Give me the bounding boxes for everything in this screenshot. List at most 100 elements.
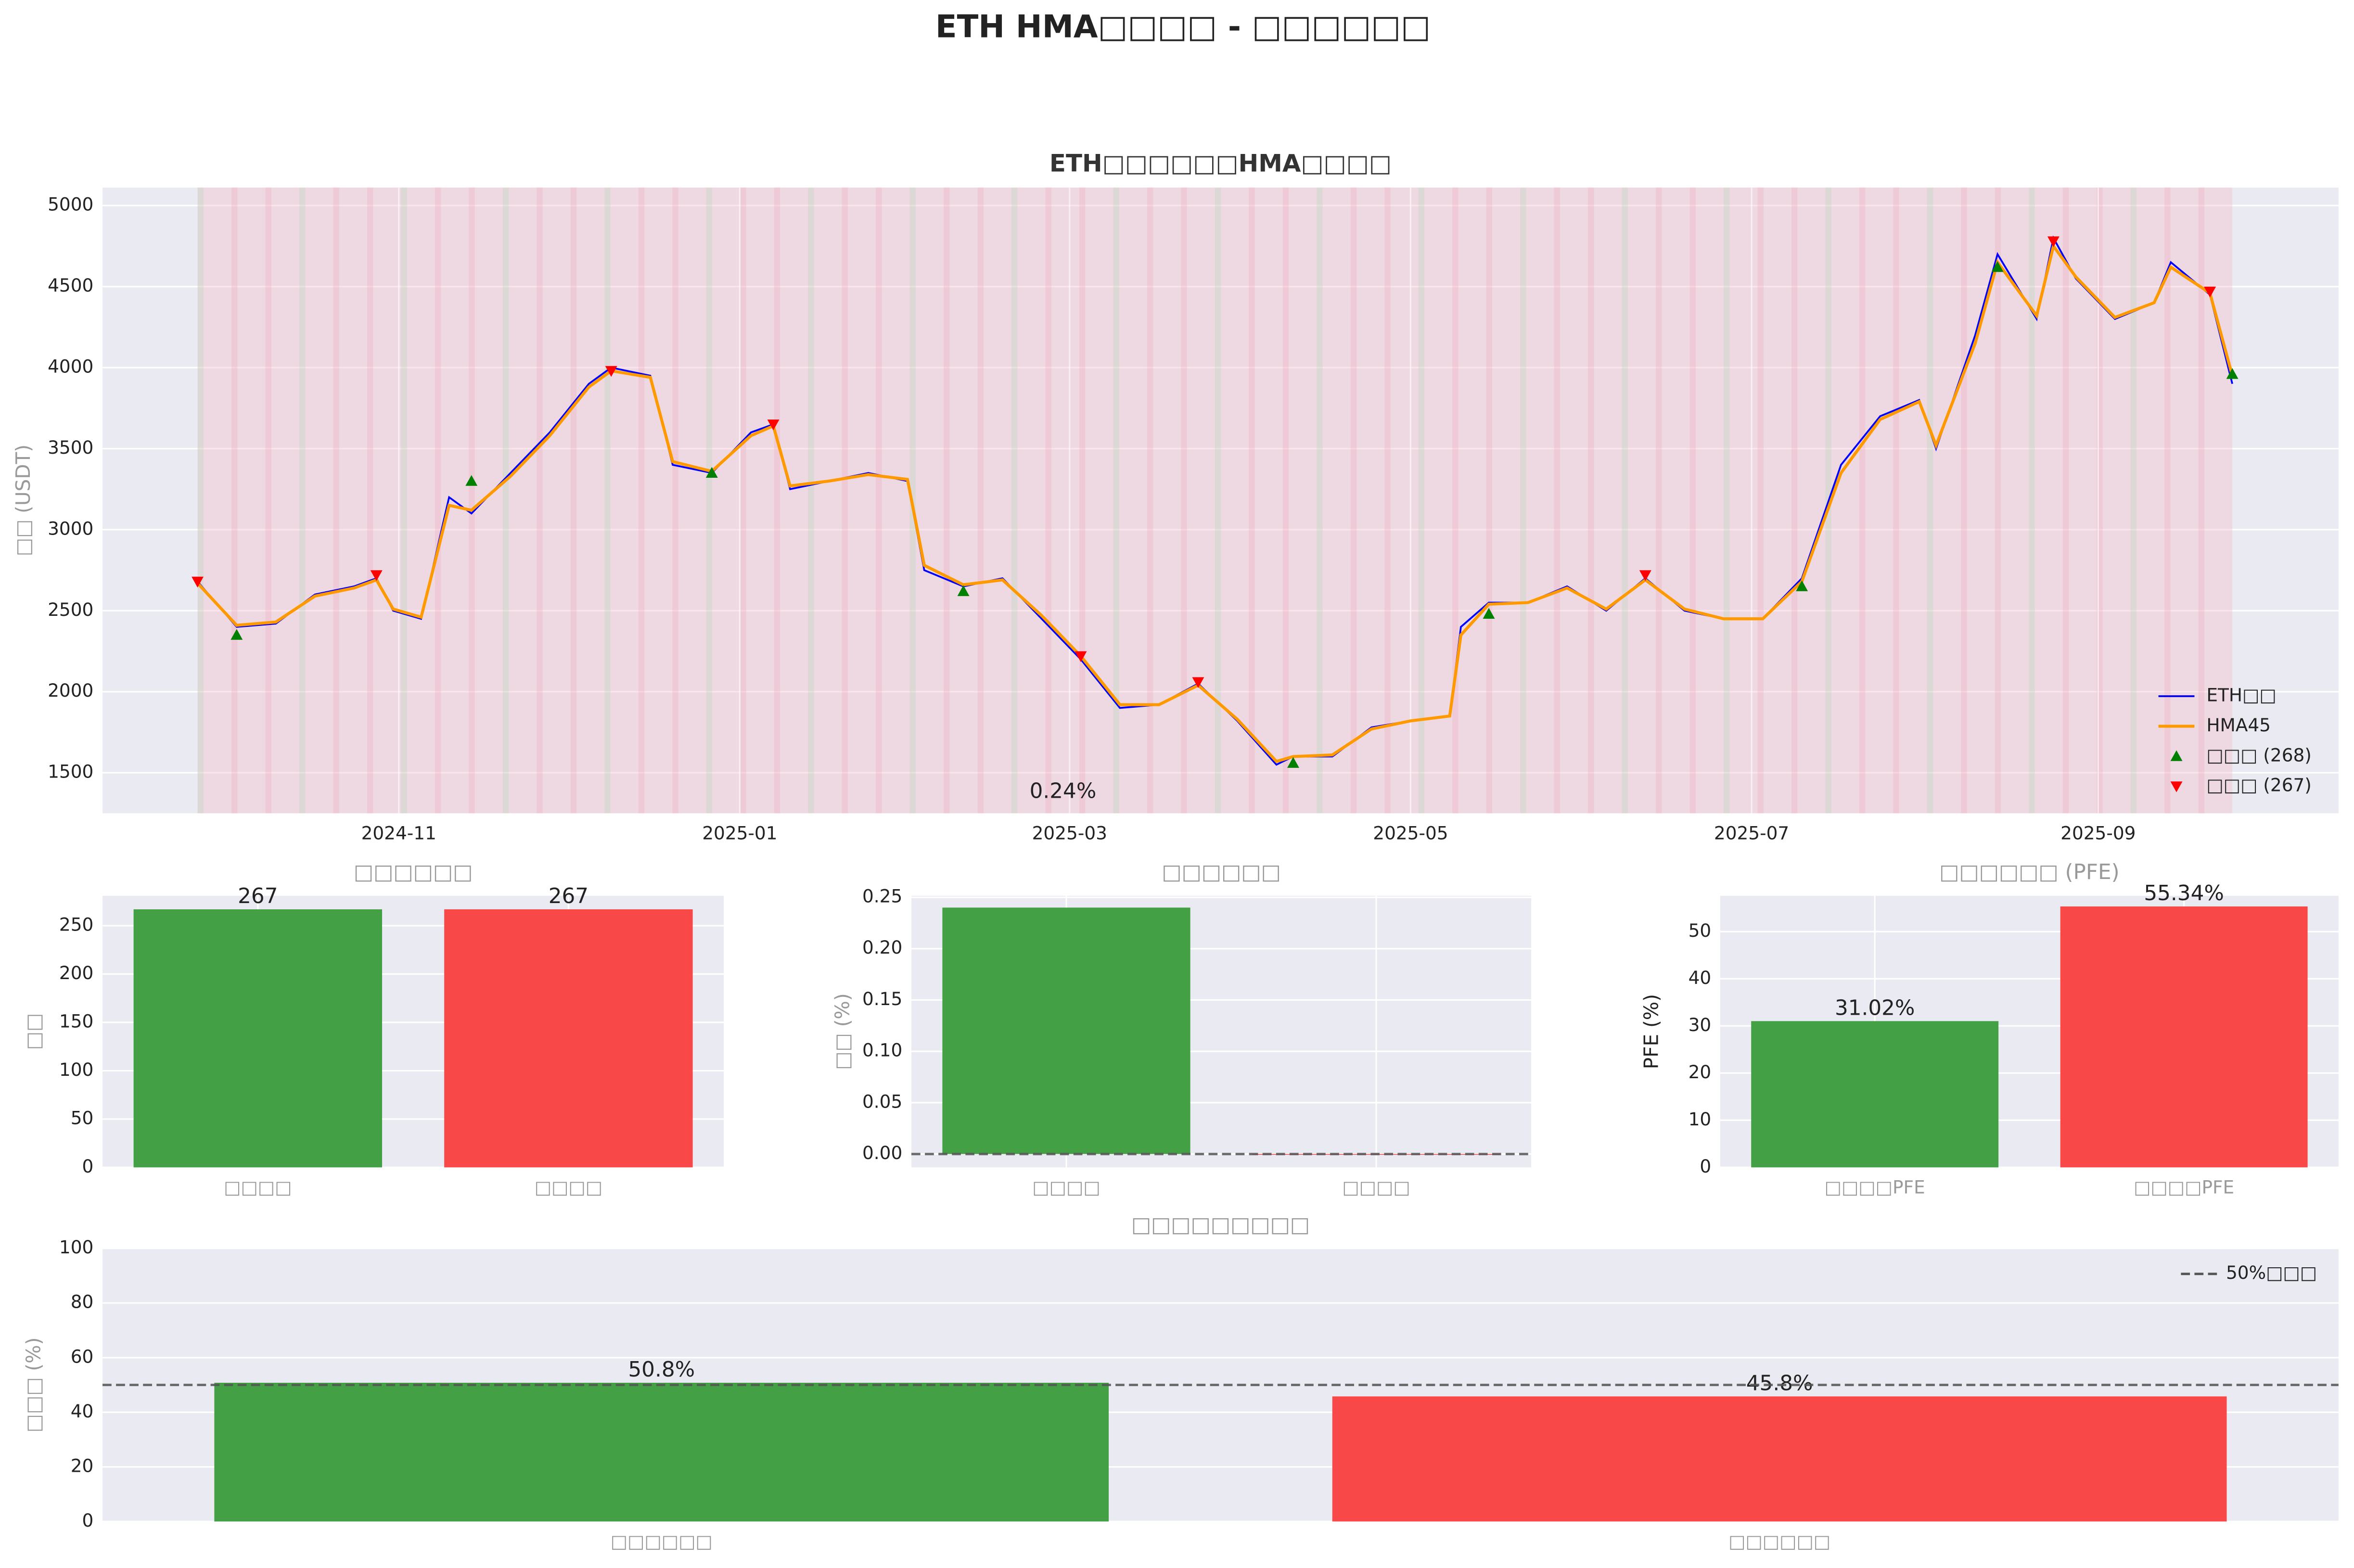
signal-stripe	[977, 187, 984, 814]
signal-stripe	[638, 187, 645, 814]
bar	[942, 907, 1190, 1154]
y-tick-label: 2000	[48, 680, 93, 701]
signal-stripe	[876, 187, 882, 814]
signal-stripe	[672, 187, 678, 814]
y-axis-label: □□ (%)	[831, 993, 854, 1070]
y-tick-label: 0.25	[862, 886, 902, 907]
y-tick-label: 4500	[48, 275, 93, 296]
signal-stripe	[706, 187, 713, 814]
signal-stripe	[1588, 187, 1594, 814]
x-tick-label: □□□□	[1032, 1176, 1100, 1198]
signal-stripe	[333, 187, 339, 814]
x-tick-label: □□□□□□	[1728, 1530, 1830, 1552]
signal-marker	[2226, 368, 2239, 379]
y-tick-label: 0.10	[862, 1040, 902, 1061]
x-tick-label: □□□□□□	[611, 1530, 713, 1552]
y-tick-label: 250	[59, 914, 93, 935]
signal-stripe	[1045, 187, 1051, 814]
y-tick-label: 0.20	[862, 937, 902, 958]
signal-stripe	[435, 187, 441, 814]
signal-marker	[1796, 580, 1808, 591]
signal-marker	[1287, 757, 1299, 768]
signal-stripe	[1452, 187, 1458, 814]
x-tick-label: □□□□	[224, 1176, 292, 1198]
x-tick-label: 2025-07	[1714, 822, 1789, 843]
signal-stripe	[1249, 187, 1255, 814]
y-tick-label: 40	[71, 1401, 94, 1422]
signal-marker	[192, 576, 204, 588]
x-tick-label: □□□□PFE	[2134, 1176, 2234, 1198]
signal-stripe	[367, 187, 373, 814]
y-tick-label: 0	[82, 1156, 94, 1177]
y-tick-label: 5000	[48, 194, 93, 215]
legend-swatch	[2170, 750, 2183, 761]
signal-stripe	[1995, 187, 2001, 814]
y-tick-label: 0	[82, 1510, 94, 1531]
signal-marker	[1639, 570, 1651, 581]
signal-stripe	[231, 187, 238, 814]
signal-stripe	[570, 187, 577, 814]
signal-marker	[230, 629, 243, 640]
plot-area	[102, 187, 2339, 814]
y-tick-label: 1500	[48, 761, 93, 782]
signal-stripe	[2198, 187, 2205, 814]
signal-stripe	[1961, 187, 1967, 814]
annotation: 0.24%	[1030, 779, 1097, 803]
legend-label: □□□ (267)	[2206, 775, 2312, 796]
signal-stripe	[944, 187, 950, 814]
y-tick-label: 3500	[48, 437, 93, 458]
signal-marker	[1075, 651, 1087, 663]
signal-stripe	[2029, 187, 2035, 814]
signal-marker	[1192, 677, 1204, 688]
value-label: 267	[549, 884, 588, 908]
y-tick-label: 20	[1689, 1061, 1712, 1083]
x-tick-label: □□□□	[535, 1176, 602, 1198]
signal-stripe	[1350, 187, 1357, 814]
signal-stripe	[2130, 187, 2137, 814]
y-tick-label: 30	[1689, 1014, 1712, 1035]
signal-stripe	[1791, 187, 1798, 814]
value-label: 45.8%	[1746, 1371, 1813, 1395]
x-tick-label: □□□□	[1342, 1176, 1410, 1198]
y-tick-label: 50	[71, 1107, 94, 1128]
signal-stripe	[1757, 187, 1764, 814]
signal-stripe	[197, 187, 204, 814]
signal-stripe	[1011, 187, 1018, 814]
signal-stripe	[2164, 187, 2171, 814]
bar	[133, 909, 383, 1168]
signal-stripe	[469, 187, 475, 814]
x-tick-label: 2025-09	[2060, 822, 2136, 843]
signal-stripe	[1418, 187, 1425, 814]
y-tick-label: 0.15	[862, 988, 902, 1009]
signal-stripe	[1927, 187, 1933, 814]
y-tick-label: 40	[1689, 967, 1712, 988]
signal-stripe	[1147, 187, 1153, 814]
figure-title: ETH HMA□□□□ - □□□□□□	[935, 8, 1431, 45]
y-tick-label: 100	[59, 1237, 93, 1258]
y-tick-label: 50	[1689, 920, 1712, 941]
signal-shading	[197, 187, 2233, 814]
x-tick-label: 2025-05	[1373, 822, 1448, 843]
axes-title: ETH□□□□□□HMA□□□□	[1049, 150, 1392, 178]
bar	[1332, 1396, 2227, 1522]
y-tick-label: 60	[71, 1346, 94, 1367]
legend-label: HMA45	[2206, 714, 2271, 736]
signal-marker	[2047, 236, 2060, 247]
price-line	[196, 242, 2234, 764]
signal-stripe	[537, 187, 543, 814]
signal-stripe	[1859, 187, 1866, 814]
y-tick-label: 0.05	[862, 1091, 902, 1112]
signal-stripe	[1215, 187, 1221, 814]
signal-stripe	[1689, 187, 1696, 814]
signal-marker	[1991, 261, 2004, 272]
y-tick-label: 150	[59, 1010, 93, 1032]
signal-stripe	[740, 187, 746, 814]
signal-stripe	[1723, 187, 1730, 814]
axes-title: □□□□□□ (PFE)	[1939, 860, 2119, 884]
signal-stripe	[1181, 187, 1187, 814]
y-tick-label: 0.00	[862, 1142, 902, 1163]
y-axis-label: PFE (%)	[1640, 994, 1663, 1069]
y-tick-label: 100	[59, 1059, 93, 1080]
signal-stripe	[1079, 187, 1086, 814]
axes-title: □□□□□□□□□	[1131, 1212, 1310, 1237]
